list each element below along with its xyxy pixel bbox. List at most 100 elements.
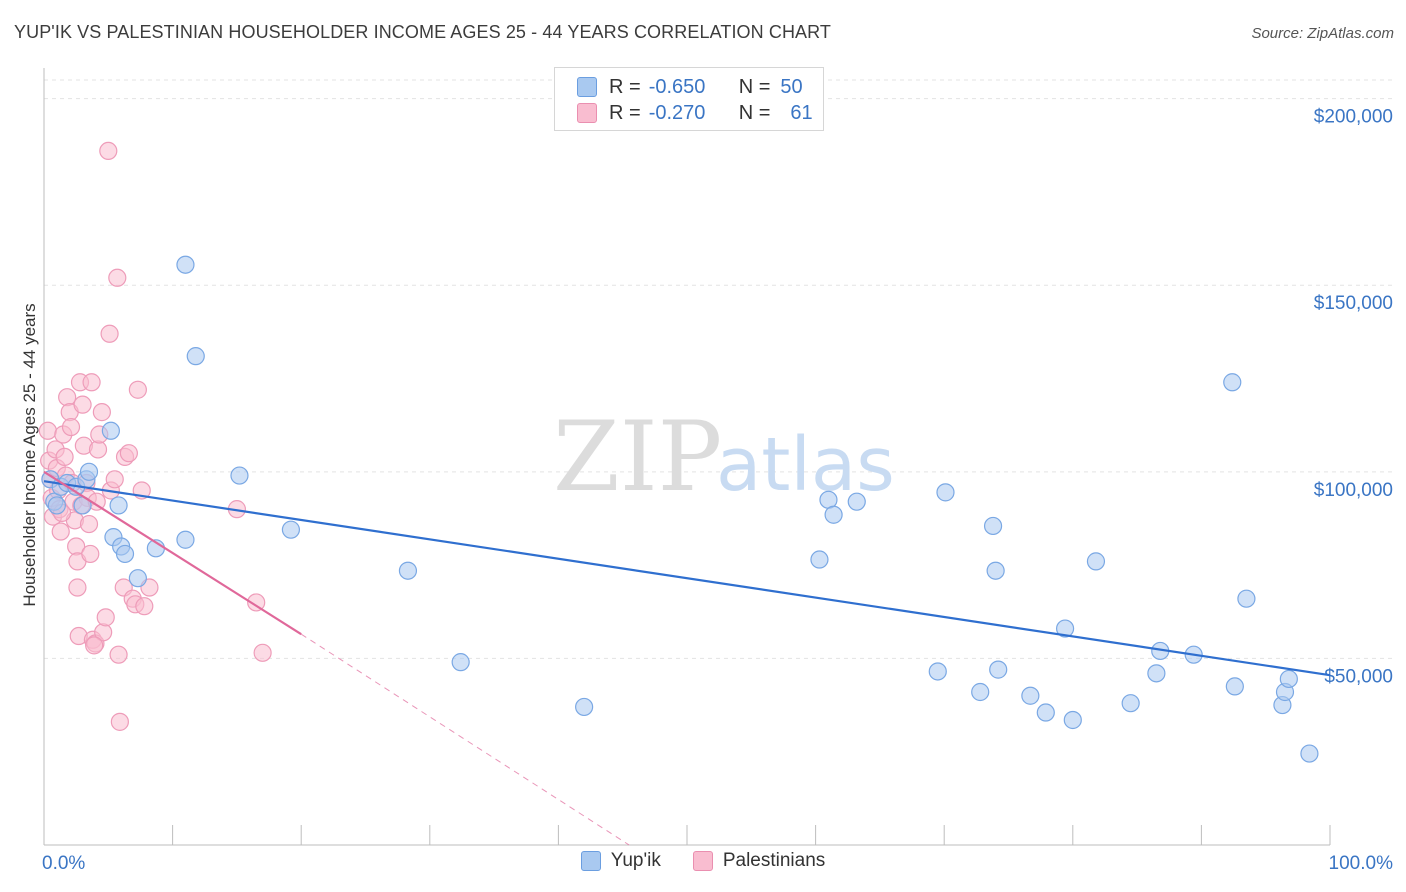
y-axis-label: Householder Income Ages 25 - 44 years	[20, 303, 39, 606]
legend-swatch-yupik	[577, 77, 597, 97]
legend-row-yupik: R = -0.650 N = 50	[577, 73, 803, 101]
watermark-zip: ZIP	[553, 401, 722, 513]
yupik-point-9	[101, 421, 120, 440]
series-swatch-palestinians	[692, 851, 713, 871]
yupik-point-20	[281, 520, 301, 539]
y-tick-labels: $50,000 $100,000 $150,000 $200,000	[1314, 107, 1393, 688]
yupik-point-23	[575, 697, 594, 717]
legend-row-palestinians: R = -0.270 N = 61	[577, 99, 813, 127]
palestinians-point-41	[105, 470, 124, 489]
series-swatch-yupik	[580, 851, 601, 871]
palestinians-point-47	[119, 444, 138, 463]
legend-r-label: R =	[609, 75, 641, 98]
palestinians-point-52	[135, 597, 154, 616]
palestinians-point-39	[100, 324, 119, 343]
yupik-point-45	[1237, 589, 1256, 608]
palestinians-point-37	[96, 608, 115, 627]
yupik-point-28	[928, 662, 947, 681]
legend-r-label: R =	[609, 101, 641, 124]
y-tick-label-2: $150,000	[1314, 293, 1393, 314]
legend-r-value: -0.270	[648, 101, 706, 124]
yupik-point-39	[1121, 694, 1140, 713]
x-tick-label-1: 100.0%	[1329, 853, 1394, 874]
yupik-point-38	[1086, 552, 1106, 571]
yupik-point-30	[971, 682, 990, 702]
palestinians-point-9	[51, 522, 70, 541]
yupik-point-8	[79, 462, 99, 481]
yupik-point-33	[989, 660, 1008, 679]
legend-n-value: 61	[790, 101, 813, 124]
series-legend-palestinians: Palestinians	[692, 850, 826, 872]
yupik-trend-line	[43, 480, 1331, 677]
yupik-point-22	[451, 653, 470, 672]
yupik-point-49	[1300, 744, 1319, 763]
x-tick-labels: 0.0% 100.0%	[42, 853, 1393, 874]
yupik-point-36	[1055, 619, 1075, 638]
palestinians-point-24	[73, 395, 92, 414]
series-legend-yupik: Yup'ik	[580, 850, 661, 872]
series-label-palestinians: Palestinians	[722, 850, 826, 871]
yupik-point-16	[176, 255, 195, 274]
x-tick-label-0: 0.0%	[42, 853, 85, 874]
y-tick-label-1: $100,000	[1314, 480, 1393, 501]
yupik-point-48	[1279, 669, 1298, 689]
yupik-point-29	[936, 483, 955, 502]
yupik-point-21	[398, 561, 418, 580]
yupik-point-13	[115, 544, 135, 564]
grid-lines	[44, 79, 1395, 659]
watermark-atlas: atlas	[716, 422, 895, 508]
correlation-legend: R = -0.650 N = 50 R = -0.270 N = 61	[554, 67, 824, 131]
axes	[43, 68, 1331, 846]
yupik-point-19	[230, 466, 249, 485]
chart-source: Source: ZipAtlas.com	[1251, 25, 1394, 42]
palestinians-point-44	[110, 712, 129, 731]
palestinians-point-43	[109, 645, 128, 664]
palestinians-point-30	[82, 373, 101, 392]
palestinians-point-60	[253, 643, 272, 662]
yupik-point-24	[810, 550, 829, 569]
yupik-point-17	[176, 530, 195, 549]
yupik-point-40	[1147, 664, 1166, 683]
yupik-point-32	[986, 561, 1005, 580]
palestinians-point-42	[108, 268, 127, 287]
palestinians-point-29	[81, 544, 100, 564]
series-legend: Yup'ik Palestinians	[0, 850, 1406, 872]
y-tick-label-3: $200,000	[1314, 107, 1393, 128]
yupik-points	[41, 255, 1319, 763]
yupik-point-27	[847, 492, 866, 511]
watermark: ZIP atlas	[553, 401, 895, 513]
yupik-point-31	[983, 516, 1003, 536]
legend-n-label: N =	[738, 101, 771, 124]
palestinians-point-11	[55, 447, 74, 467]
yupik-point-35	[1036, 703, 1055, 722]
yupik-point-43	[1223, 373, 1242, 392]
palestinians-point-21	[68, 578, 87, 597]
palestinians-point-0	[38, 421, 57, 440]
yupik-point-26	[824, 505, 843, 524]
yupik-point-18	[186, 347, 205, 366]
yupik-point-34	[1021, 686, 1040, 705]
series-label-yupik: Yup'ik	[610, 850, 661, 871]
palestinians-point-57	[85, 636, 104, 655]
palestinians-point-15	[61, 417, 81, 437]
palestinians-point-35	[92, 403, 111, 422]
palestinians-trend-line	[43, 470, 302, 636]
palestinians-point-50	[128, 380, 147, 399]
yupik-point-2	[47, 496, 66, 515]
legend-r-value: -0.650	[648, 75, 706, 98]
chart-title: YUP'IK VS PALESTINIAN HOUSEHOLDER INCOME…	[14, 22, 832, 42]
yupik-point-37	[1063, 710, 1082, 730]
yupik-point-44	[1225, 677, 1244, 696]
palestinians-trend-extension	[300, 633, 630, 846]
legend-n-label: N =	[738, 75, 771, 98]
palestinians-points	[38, 141, 272, 731]
y-tick-label-0: $50,000	[1324, 666, 1393, 687]
trend-lines	[43, 470, 1331, 846]
palestinians-point-38	[99, 141, 118, 161]
palestinians-point-28	[79, 514, 99, 534]
legend-swatch-palestinians	[577, 103, 597, 123]
palestinians-point-13	[58, 388, 77, 407]
yupik-point-11	[109, 496, 128, 515]
legend-n-value: 50	[780, 75, 803, 98]
